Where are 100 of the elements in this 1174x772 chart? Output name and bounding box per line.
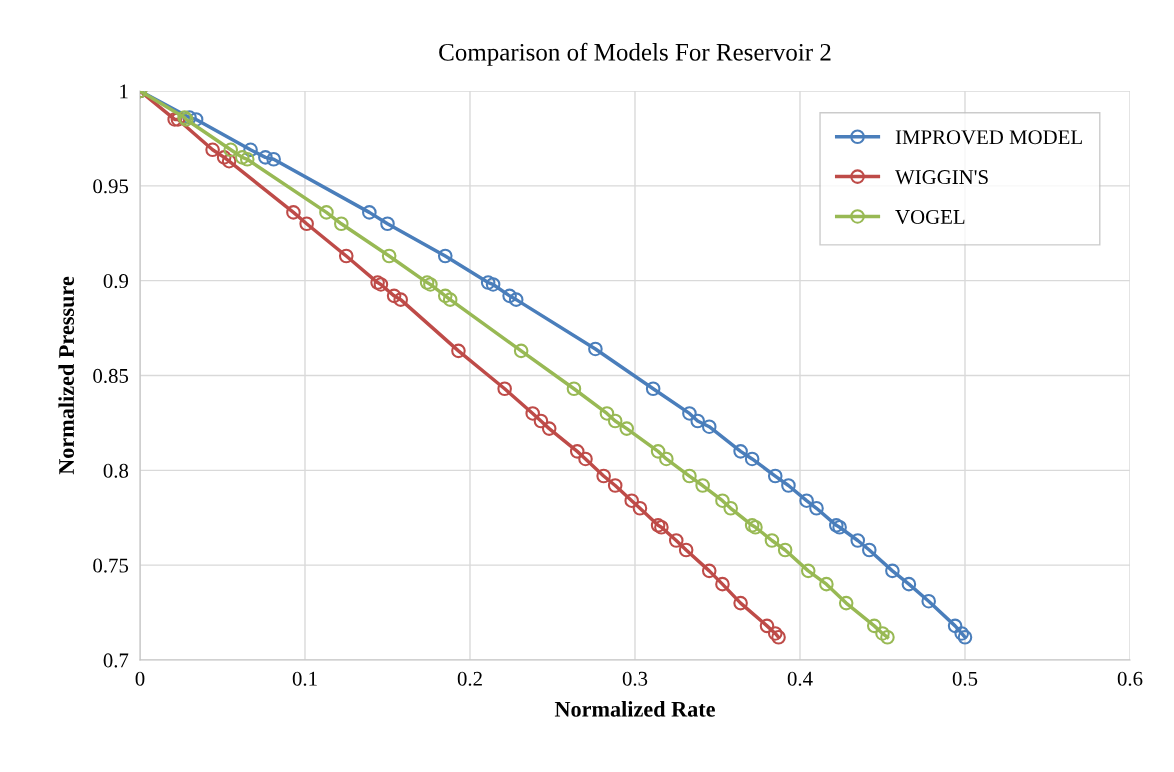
point <box>875 626 890 641</box>
point <box>744 451 760 467</box>
point <box>682 406 697 421</box>
point <box>748 519 763 535</box>
point <box>533 413 549 429</box>
point <box>632 500 648 516</box>
x-axis-title: Normalized Rate <box>554 701 715 717</box>
point <box>947 618 963 634</box>
point <box>690 413 705 429</box>
point <box>771 629 786 645</box>
point <box>767 468 783 484</box>
point <box>819 576 834 592</box>
point <box>701 419 717 434</box>
legend-label: WIGGIN'S <box>895 170 988 185</box>
x-tick-label: 0.5 <box>952 671 978 686</box>
point <box>701 563 717 579</box>
point <box>419 275 435 290</box>
point <box>437 288 453 304</box>
point <box>838 595 854 611</box>
point <box>235 150 250 165</box>
point <box>451 343 466 359</box>
point <box>437 248 453 264</box>
point <box>715 493 730 508</box>
point <box>880 629 895 645</box>
point <box>799 493 814 508</box>
point <box>578 451 593 467</box>
x-tick-label: 0 <box>135 671 145 686</box>
y-tick-label: 0.75 <box>93 558 129 573</box>
point <box>299 216 314 232</box>
point <box>566 381 582 397</box>
point <box>885 563 900 579</box>
point <box>850 533 866 548</box>
point <box>645 381 661 397</box>
point <box>654 519 669 535</box>
point <box>525 406 540 421</box>
point <box>607 413 623 429</box>
point <box>170 112 186 127</box>
y-tick-label: 1 <box>120 84 128 99</box>
point <box>286 205 301 220</box>
point <box>423 277 438 292</box>
point <box>508 292 524 307</box>
x-tick-label: 0.1 <box>292 671 317 686</box>
point <box>497 381 512 397</box>
point <box>338 248 354 264</box>
point <box>362 205 377 220</box>
point <box>393 292 408 307</box>
legend-label: VOGEL <box>895 209 965 225</box>
point <box>650 444 666 459</box>
point <box>866 618 882 634</box>
point <box>733 595 748 611</box>
point <box>223 142 239 158</box>
point <box>695 478 710 493</box>
point <box>767 626 783 641</box>
point <box>370 275 385 290</box>
point <box>619 421 635 436</box>
point <box>744 518 760 533</box>
point <box>723 500 738 516</box>
point <box>319 205 334 220</box>
point <box>781 478 796 493</box>
point <box>205 142 220 158</box>
point <box>442 292 458 307</box>
point <box>167 112 182 127</box>
point <box>901 576 917 592</box>
point <box>502 288 517 304</box>
point <box>659 451 674 467</box>
point <box>764 533 780 548</box>
point <box>588 341 603 357</box>
point <box>954 626 969 641</box>
x-tick-label: 0.2 <box>457 671 482 686</box>
point <box>800 563 816 579</box>
point <box>809 500 824 516</box>
point <box>541 421 557 436</box>
point <box>862 542 877 558</box>
point <box>513 343 529 359</box>
y-tick-label: 0.8 <box>103 463 129 478</box>
point <box>682 468 697 484</box>
point <box>668 533 684 548</box>
point <box>216 150 232 165</box>
point <box>650 518 666 533</box>
point <box>243 142 258 158</box>
point <box>715 576 730 592</box>
point <box>239 151 255 167</box>
legend-label: IMPROVED MODEL <box>895 130 1082 145</box>
point <box>373 277 389 292</box>
y-tick-label: 0.9 <box>103 274 129 289</box>
point <box>334 216 349 232</box>
point <box>258 150 273 165</box>
point <box>599 406 615 421</box>
point <box>485 277 501 292</box>
y-tick-label: 0.7 <box>103 653 129 668</box>
point <box>733 444 748 459</box>
point <box>381 248 397 264</box>
point <box>678 542 694 558</box>
point <box>607 478 623 493</box>
x-tick-label: 0.3 <box>622 671 648 686</box>
point <box>480 275 496 290</box>
y-tick-label: 0.85 <box>93 368 129 384</box>
point <box>957 629 973 645</box>
point <box>596 468 611 484</box>
point <box>921 593 936 609</box>
